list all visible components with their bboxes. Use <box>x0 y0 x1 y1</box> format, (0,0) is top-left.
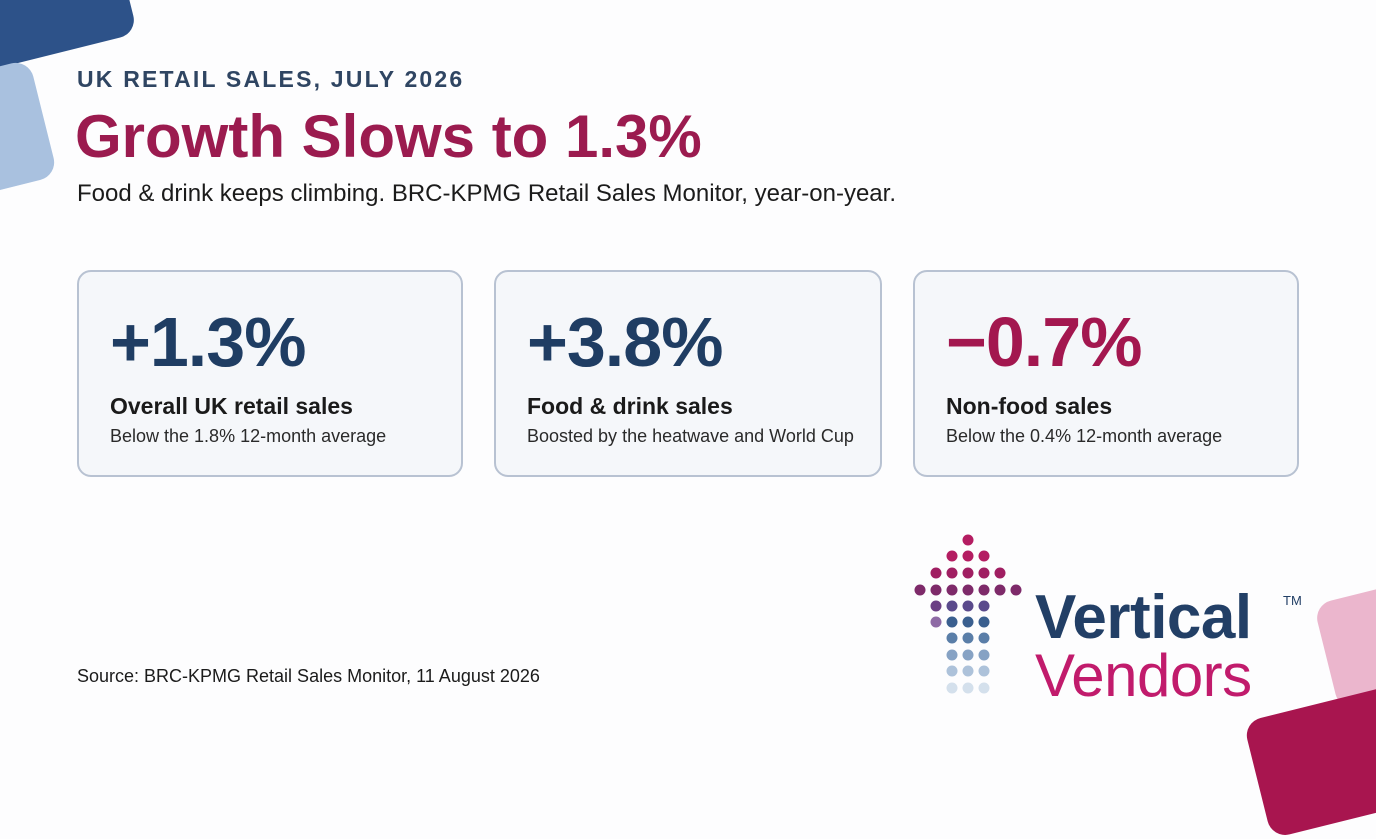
stat-value: −0.7% <box>946 303 1142 381</box>
decor-shape-top-left-light <box>0 59 58 201</box>
brand-logo: Vertical TM Vendors <box>905 525 1325 709</box>
dotted-arrow-icon <box>914 534 1022 694</box>
source-note: Source: BRC-KPMG Retail Sales Monitor, 1… <box>77 666 540 686</box>
stat-card-food-drink: +3.8% Food & drink sales Boosted by the … <box>494 270 882 477</box>
stat-value: +3.8% <box>527 303 723 381</box>
brand-name-line1: Vertical <box>1035 583 1252 652</box>
headline: Growth Slows to 1.3% <box>75 103 702 170</box>
stat-card-overall: +1.3% Overall UK retail sales Below the … <box>77 270 463 477</box>
stat-value: +1.3% <box>110 303 306 381</box>
stat-label: Overall UK retail sales <box>110 393 353 419</box>
brand-name-line2: Vendors <box>1035 642 1252 709</box>
trademark-mark: TM <box>1283 593 1302 608</box>
stat-label: Non-food sales <box>946 393 1113 419</box>
stat-note: Below the 1.8% 12-month average <box>110 426 387 446</box>
stat-label: Food & drink sales <box>527 393 733 419</box>
eyebrow-text: UK RETAIL SALES, JULY 2026 <box>77 66 465 92</box>
stat-note: Below the 0.4% 12-month average <box>946 426 1223 446</box>
stat-card-non-food: −0.7% Non-food sales Below the 0.4% 12-m… <box>913 270 1299 477</box>
decor-shape-top-left-dark <box>0 0 138 74</box>
subtitle: Food & drink keeps climbing. BRC-KPMG Re… <box>77 180 896 207</box>
stat-note: Boosted by the heatwave and World Cup <box>527 426 854 446</box>
